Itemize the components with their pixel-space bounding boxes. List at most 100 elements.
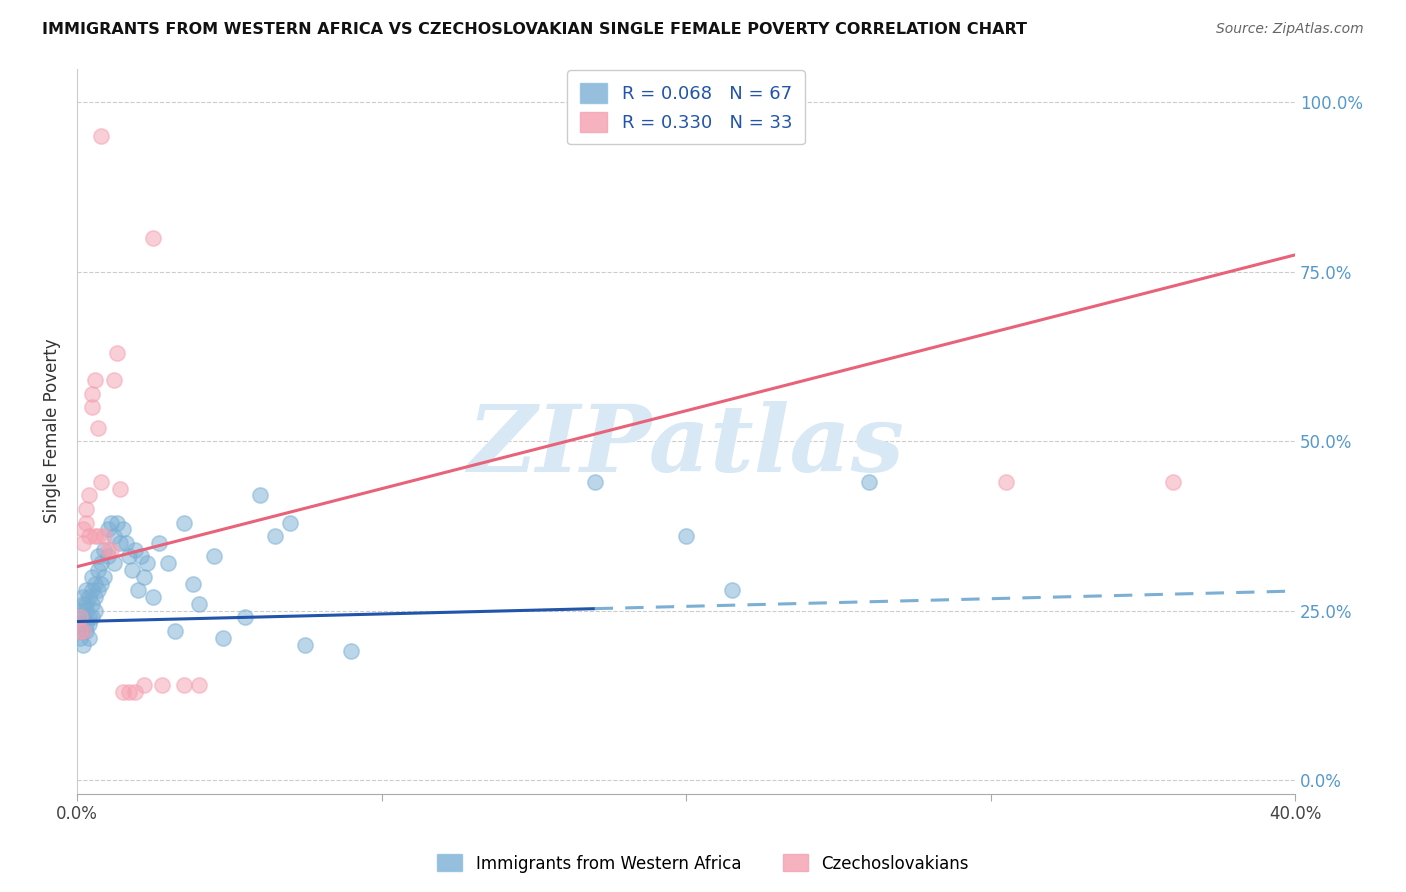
Point [100,542,122,557]
Point [103,529,125,543]
Point [103,556,125,570]
Point [124,542,146,557]
Point [150,678,173,692]
Point [77,488,100,502]
Point [103,373,125,387]
Point [105,346,128,360]
Point [72,522,94,536]
Point [82,583,104,598]
Point [142,231,165,245]
Point [77,617,100,632]
Point [84,576,107,591]
Point [84,604,107,618]
Point [114,536,136,550]
Point [77,610,100,624]
Point [187,597,209,611]
Point [87,549,110,564]
Point [72,624,94,638]
Point [69,631,91,645]
Point [75,624,97,638]
Point [157,556,180,570]
Point [82,610,104,624]
Point [84,590,107,604]
Point [84,529,107,543]
Point [69,610,91,624]
Point [858,475,880,489]
Point [127,583,149,598]
Point [87,583,110,598]
Point [96,549,118,564]
Point [96,522,118,536]
Point [249,488,271,502]
Point [108,536,131,550]
Point [142,590,165,604]
Point [181,576,204,591]
Point [90,129,112,144]
Point [675,529,697,543]
Point [69,624,91,638]
Point [212,631,235,645]
Point [96,542,118,557]
Point [82,597,104,611]
Point [124,685,146,699]
Legend: R = 0.068   N = 67, R = 0.330   N = 33: R = 0.068 N = 67, R = 0.330 N = 33 [568,70,804,145]
Point [75,617,97,632]
Point [72,610,94,624]
Point [69,617,91,632]
Point [111,685,134,699]
Point [583,475,606,489]
Point [93,542,115,557]
Point [82,570,104,584]
Point [69,624,91,638]
Text: Source: ZipAtlas.com: Source: ZipAtlas.com [1216,22,1364,37]
Point [87,420,110,434]
Point [77,590,100,604]
Point [294,638,316,652]
Point [340,644,363,658]
Point [90,556,112,570]
Point [82,401,104,415]
Point [1161,475,1184,489]
Point [75,597,97,611]
Y-axis label: Single Female Poverty: Single Female Poverty [44,339,60,524]
Point [118,685,141,699]
Point [118,549,141,564]
Point [75,583,97,598]
Point [132,570,155,584]
Point [108,482,131,496]
Point [72,590,94,604]
Point [87,563,110,577]
Text: IMMIGRANTS FROM WESTERN AFRICA VS CZECHOSLOVAKIAN SINGLE FEMALE POVERTY CORRELAT: IMMIGRANTS FROM WESTERN AFRICA VS CZECHO… [42,22,1028,37]
Text: ZIPatlas: ZIPatlas [468,401,904,491]
Point [75,502,97,516]
Point [720,583,742,598]
Point [77,631,100,645]
Point [233,610,256,624]
Point [187,678,209,692]
Point [77,529,100,543]
Point [173,516,195,530]
Point [278,516,301,530]
Point [202,549,225,564]
Point [148,536,170,550]
Point [72,638,94,652]
Point [100,516,122,530]
Point [69,604,91,618]
Point [72,536,94,550]
Point [90,576,112,591]
Point [72,624,94,638]
Point [163,624,186,638]
Point [75,516,97,530]
Point [93,529,115,543]
Point [75,604,97,618]
Point [72,597,94,611]
Point [90,475,112,489]
Legend: Immigrants from Western Africa, Czechoslovakians: Immigrants from Western Africa, Czechosl… [430,847,976,880]
Point [93,570,115,584]
Point [173,678,195,692]
Point [84,373,107,387]
Point [136,556,159,570]
Point [994,475,1017,489]
Point [121,563,143,577]
Point [129,549,152,564]
